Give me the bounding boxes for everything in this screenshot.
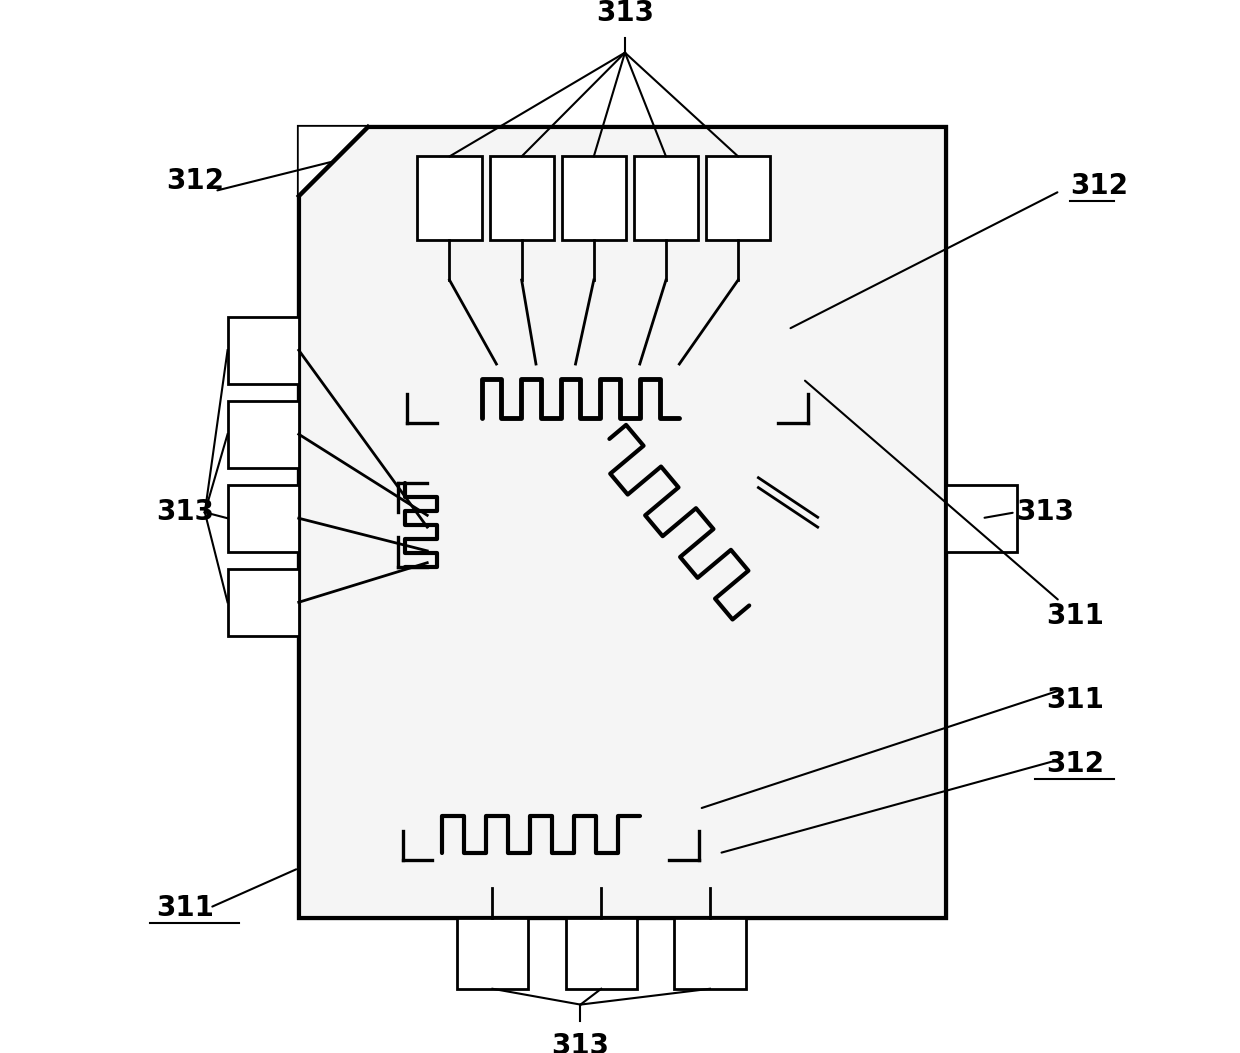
- Bar: [490, 157, 554, 240]
- Text: 311: 311: [1045, 602, 1104, 630]
- Bar: [418, 157, 481, 240]
- Text: 311: 311: [1045, 687, 1104, 714]
- Polygon shape: [299, 126, 368, 196]
- Bar: [634, 157, 698, 240]
- Bar: [456, 917, 528, 989]
- Text: 313: 313: [156, 498, 215, 526]
- Polygon shape: [299, 126, 946, 917]
- Bar: [562, 157, 626, 240]
- Bar: [706, 157, 770, 240]
- Bar: [565, 917, 637, 989]
- Bar: [946, 484, 1017, 552]
- Text: 312: 312: [1070, 172, 1127, 200]
- Bar: [228, 569, 299, 636]
- Bar: [299, 126, 946, 917]
- Text: 312: 312: [166, 167, 224, 195]
- Bar: [228, 484, 299, 552]
- Bar: [675, 917, 745, 989]
- Text: 311: 311: [156, 894, 215, 921]
- Bar: [228, 400, 299, 468]
- Text: 312: 312: [1045, 751, 1104, 778]
- Text: 313: 313: [596, 0, 653, 27]
- Text: 313: 313: [552, 1032, 609, 1053]
- Bar: [228, 317, 299, 383]
- Text: 313: 313: [1016, 498, 1074, 526]
